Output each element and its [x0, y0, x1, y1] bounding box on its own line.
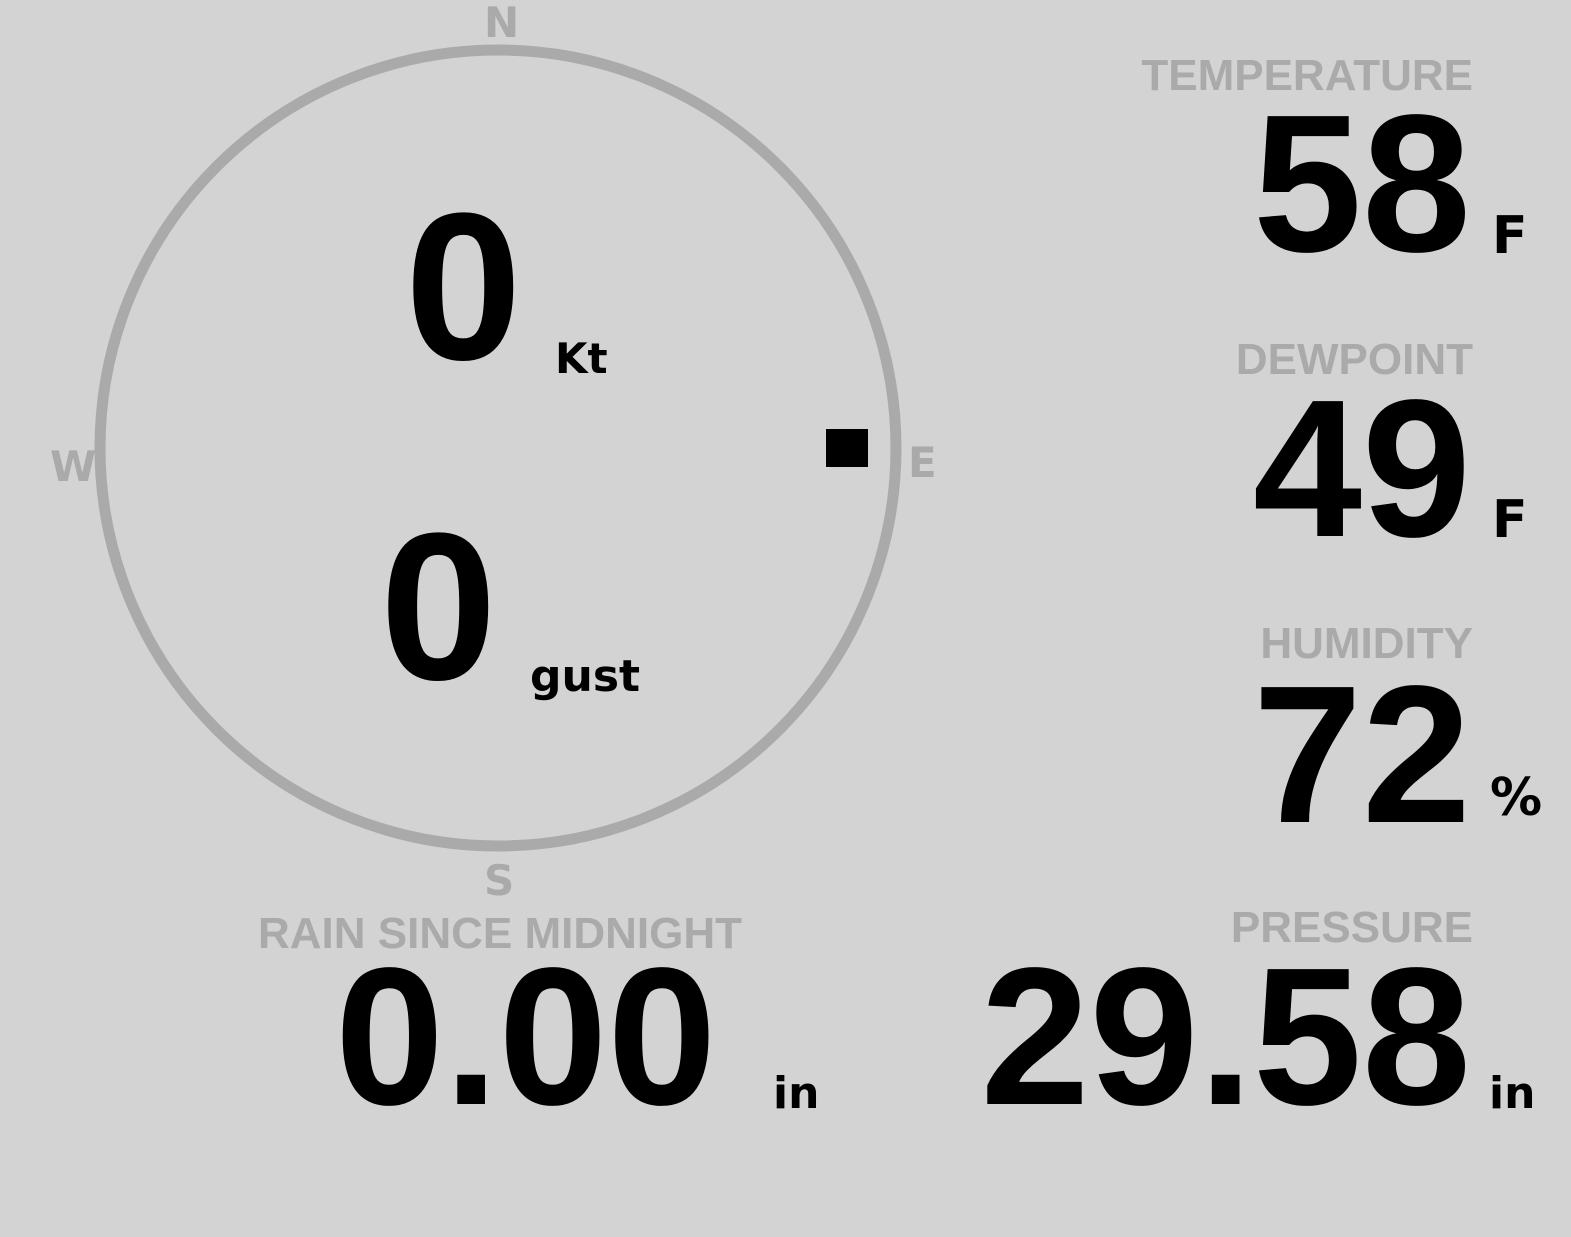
pressure-label: PRESSURE	[1230, 903, 1473, 952]
pressure-value: 29.58	[980, 927, 1471, 1146]
wind-speed-unit: Kt	[555, 334, 608, 383]
temperature-unit: F	[1492, 206, 1528, 266]
humidity-value: 72	[1252, 645, 1471, 864]
wind-gust-unit: gust	[530, 651, 641, 702]
wind-direction-pointer	[826, 429, 868, 467]
temperature-value: 58	[1252, 74, 1471, 293]
compass-west: W	[50, 442, 97, 491]
temperature-label: TEMPERATURE	[1141, 51, 1473, 100]
dewpoint-unit: F	[1492, 490, 1528, 550]
humidity-unit: %	[1490, 768, 1543, 828]
rain-value: 0.00	[335, 927, 717, 1146]
dewpoint-value: 49	[1252, 359, 1471, 578]
compass-south: S	[484, 856, 515, 905]
pressure-unit: in	[1489, 1068, 1536, 1119]
wind-speed-value: 0	[405, 169, 522, 404]
wind-gust-value: 0	[380, 489, 497, 724]
humidity-label: HUMIDITY	[1260, 619, 1473, 668]
compass-north: N	[484, 0, 520, 47]
rain-unit: in	[773, 1068, 820, 1119]
rain-label: RAIN SINCE MIDNIGHT	[258, 909, 742, 958]
dewpoint-label: DEWPOINT	[1235, 335, 1473, 384]
compass-east: E	[908, 438, 937, 487]
compass-ring	[94, 44, 902, 852]
